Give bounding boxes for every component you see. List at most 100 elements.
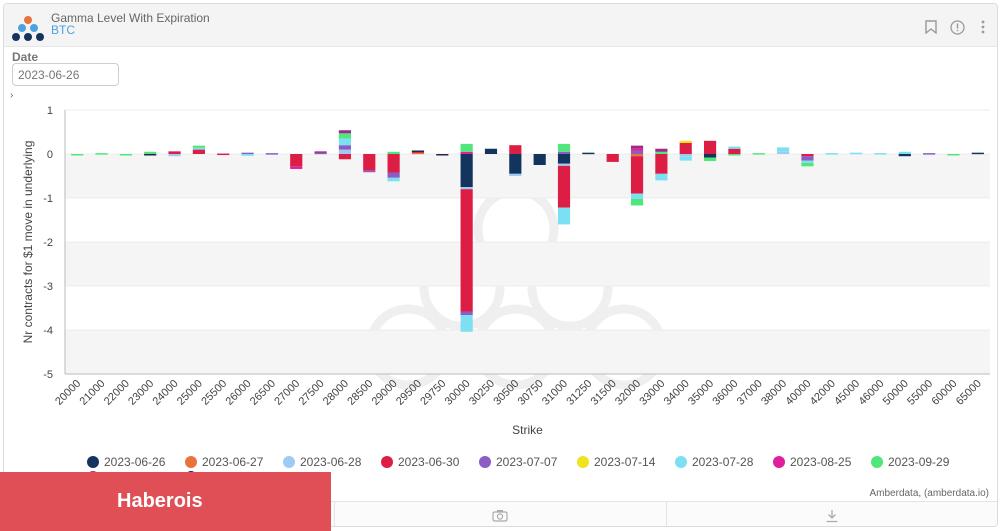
bar-24000-2023-06-28[interactable] [168, 154, 181, 157]
bar-30500-2023-06-30[interactable] [509, 145, 522, 154]
bar-30000-2023-06-26[interactable] [460, 154, 473, 187]
bar-28500-2023-06-30[interactable] [363, 154, 376, 171]
legend-item-2023-06-28[interactable]: 2023-06-28 [283, 455, 361, 469]
bar-29750-2024-03-29[interactable] [436, 154, 449, 156]
bar-34000-2023-06-28[interactable] [679, 154, 692, 157]
bar-20000-2023-09-29[interactable] [71, 154, 84, 156]
bar-35000-2023-09-29[interactable] [703, 157, 717, 162]
bar-35000-2023-06-26[interactable] [703, 154, 717, 158]
bar-35000-2023-06-30[interactable] [703, 140, 717, 154]
bar-23000-2024-03-29[interactable] [144, 154, 157, 156]
bar-34000-2023-06-30[interactable] [679, 143, 692, 154]
bar-23000-2023-09-29[interactable] [144, 151, 157, 154]
bar-26500-2023-07-07[interactable] [265, 153, 278, 155]
bar-33000-2023-09-29[interactable] [655, 151, 668, 154]
bar-36000-2023-07-28[interactable] [728, 146, 741, 149]
download-button[interactable] [665, 502, 997, 526]
bar-36000-2023-09-29[interactable] [728, 154, 741, 156]
bar-27500-2023-07-07[interactable] [314, 152, 327, 155]
bar-32000-2023-08-25[interactable] [630, 148, 644, 151]
bar-29500-2023-06-27[interactable] [411, 152, 425, 155]
bar-32000-2023-07-28[interactable] [630, 193, 644, 199]
legend-item-2023-06-30[interactable]: 2023-06-30 [381, 455, 459, 469]
bar-27500-2023-12-29[interactable] [314, 151, 327, 153]
bar-27000-2023-08-25[interactable] [290, 166, 303, 169]
bar-28500-2023-07-07[interactable] [363, 170, 376, 173]
bar-42000-2023-07-28[interactable] [825, 153, 838, 155]
bar-30750-2023-06-26[interactable] [533, 154, 546, 165]
bar-31000-2023-06-26[interactable] [557, 154, 571, 164]
bar-32000-2023-12-29[interactable] [630, 145, 644, 149]
bar-31000-2023-06-28[interactable] [557, 163, 571, 166]
bar-31500-2023-06-30[interactable] [606, 154, 619, 162]
bar-40000-2023-09-29[interactable] [801, 162, 814, 167]
bar-31000-2023-06-30[interactable] [557, 165, 571, 208]
bar-46000-2023-07-28[interactable] [874, 153, 887, 155]
bar-30000-2023-09-29[interactable] [460, 143, 473, 152]
legend-item-2023-08-25[interactable]: 2023-08-25 [773, 455, 851, 469]
bar-33000-2023-12-29[interactable] [655, 148, 668, 152]
bar-36000-2023-06-30[interactable] [728, 148, 741, 154]
bar-30500-2023-06-28[interactable] [509, 173, 522, 176]
more-icon[interactable] [975, 19, 991, 35]
date-input[interactable] [12, 63, 119, 86]
bar-34000-2023-07-28[interactable] [679, 156, 692, 161]
bar-30000-2023-06-28[interactable] [460, 187, 473, 190]
bar-31000-2023-07-28[interactable] [557, 207, 571, 225]
bar-25500-2023-06-30[interactable] [217, 153, 230, 156]
bar-28000-2023-09-29[interactable] [338, 133, 352, 139]
bar-29000-2023-07-28[interactable] [387, 177, 400, 182]
bar-33000-2023-07-28[interactable] [655, 173, 668, 181]
legend-item-2023-07-28[interactable]: 2023-07-28 [675, 455, 753, 469]
bar-22000-2023-09-29[interactable] [119, 154, 132, 156]
bar-31000-2023-09-29[interactable] [557, 143, 571, 152]
bar-32000-2023-06-30[interactable] [630, 156, 644, 194]
bar-30000-2023-08-25[interactable] [460, 151, 473, 154]
bar-34000-2023-07-14[interactable] [679, 140, 692, 143]
bar-30250-2023-06-26[interactable] [484, 148, 498, 154]
legend-item-2023-06-27[interactable]: 2023-06-27 [185, 455, 263, 469]
bar-29000-2023-07-07[interactable] [387, 172, 400, 178]
bar-50000-2023-07-28[interactable] [898, 151, 911, 154]
bar-28000-2023-06-30[interactable] [338, 154, 352, 160]
chevron-right-icon[interactable]: › [10, 90, 14, 101]
bar-25000-2023-06-30[interactable] [192, 149, 205, 154]
bar-45000-2023-07-28[interactable] [850, 152, 863, 155]
bar-30500-2023-06-26[interactable] [509, 154, 522, 174]
bar-55000-2023-07-07[interactable] [923, 153, 936, 155]
bar-37000-2023-09-29[interactable] [752, 153, 765, 155]
bar-32000-2023-07-07[interactable] [630, 150, 644, 154]
legend-item-2023-06-26[interactable]: 2023-06-26 [87, 455, 165, 469]
bar-32000-2023-06-27[interactable] [630, 154, 644, 157]
bar-29000-2023-09-29[interactable] [387, 151, 400, 154]
bar-65000-2023-06-26[interactable] [971, 152, 984, 155]
bar-29500-2024-03-29[interactable] [411, 150, 425, 152]
bar-40000-2023-07-07[interactable] [801, 156, 814, 161]
bar-28000-2023-07-28[interactable] [338, 138, 352, 146]
bar-26000-2023-07-07[interactable] [241, 152, 254, 155]
bar-40000-2023-07-28[interactable] [801, 160, 814, 163]
bar-29000-2023-06-30[interactable] [387, 154, 400, 173]
bar-27000-2023-06-30[interactable] [290, 154, 303, 167]
bar-32000-2023-09-29[interactable] [630, 198, 644, 206]
legend-item-2023-07-07[interactable]: 2023-07-07 [479, 455, 557, 469]
bar-50000-2023-06-26[interactable] [898, 154, 911, 157]
bar-21000-2023-09-29[interactable] [95, 153, 108, 155]
bar-38000-2023-07-28[interactable] [777, 147, 790, 152]
bar-25000-2023-09-29[interactable] [192, 145, 205, 148]
legend-item-2023-09-29[interactable]: 2023-09-29 [871, 455, 949, 469]
bar-28000-2023-07-07[interactable] [338, 145, 352, 150]
bar-31000-2023-07-07[interactable] [557, 151, 571, 154]
info-icon[interactable] [949, 19, 965, 35]
bar-38000-2023-06-28[interactable] [777, 151, 790, 154]
legend-item-2023-07-14[interactable]: 2023-07-14 [577, 455, 655, 469]
bookmark-icon[interactable] [923, 19, 939, 35]
bar-60000-2023-09-29[interactable] [947, 154, 960, 156]
bar-30000-2023-07-28[interactable] [460, 315, 473, 332]
bar-29500-2023-06-30[interactable] [411, 151, 425, 153]
bar-26000-2023-07-28[interactable] [241, 154, 254, 156]
camera-button[interactable] [334, 502, 665, 526]
bar-30000-2023-07-07[interactable] [460, 311, 473, 316]
bar-40000-2023-06-30[interactable] [801, 154, 814, 157]
bar-33000-2023-06-30[interactable] [655, 154, 668, 174]
